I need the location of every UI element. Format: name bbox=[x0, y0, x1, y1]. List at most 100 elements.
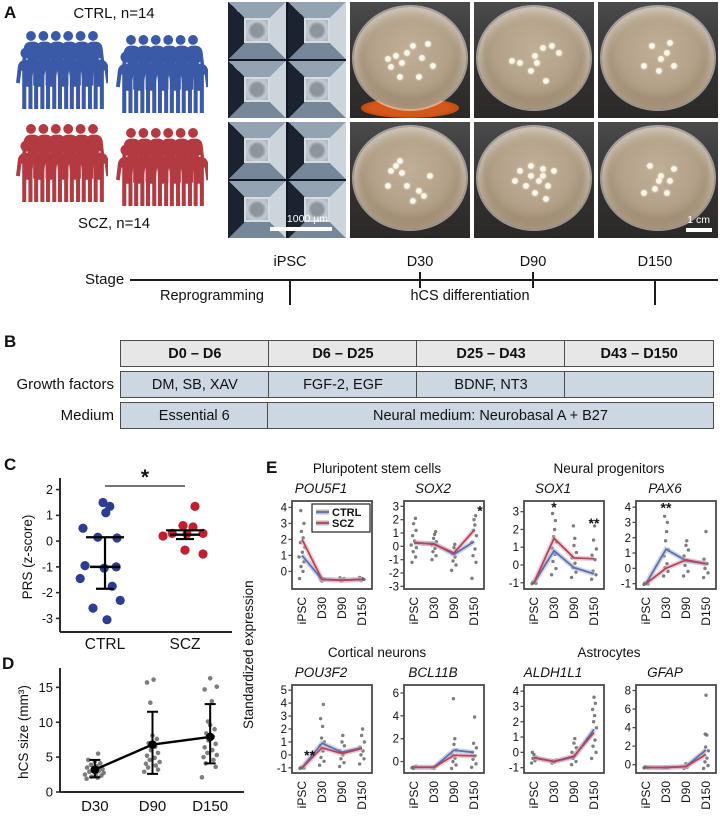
svg-text:*: * bbox=[551, 499, 557, 515]
svg-text:2: 2 bbox=[513, 524, 519, 536]
svg-text:4: 4 bbox=[625, 723, 632, 735]
svg-text:0: 0 bbox=[46, 534, 53, 548]
svg-text:D30: D30 bbox=[427, 597, 441, 619]
timeline-line bbox=[130, 279, 718, 281]
spheroid bbox=[671, 63, 678, 70]
svg-text:5: 5 bbox=[46, 750, 53, 765]
svg-text:0: 0 bbox=[46, 785, 53, 800]
svg-text:D150: D150 bbox=[699, 781, 713, 810]
svg-text:2: 2 bbox=[46, 483, 53, 497]
petri-dish-photo: 1 cm bbox=[598, 122, 718, 238]
svg-text:D30: D30 bbox=[547, 597, 561, 619]
svg-text:2: 2 bbox=[281, 534, 287, 546]
svg-text:SCZ: SCZ bbox=[332, 518, 354, 530]
crowd-icon bbox=[16, 31, 111, 110]
svg-text:0: 0 bbox=[393, 541, 399, 553]
svg-text:**: ** bbox=[661, 500, 672, 516]
spheroid bbox=[641, 63, 648, 70]
petri-dish bbox=[354, 7, 466, 109]
spheroid bbox=[415, 188, 422, 195]
svg-text:2: 2 bbox=[513, 717, 519, 729]
spheroid bbox=[649, 42, 656, 49]
spheroid bbox=[545, 183, 552, 190]
svg-text:CTRL: CTRL bbox=[332, 507, 362, 519]
eplot-svg-GFAP: 0 2 4 6 8 iPSC D30 D90 D150 bbox=[625, 684, 717, 810]
svg-text:-3: -3 bbox=[42, 612, 53, 626]
microwell-well bbox=[288, 122, 346, 179]
col-header-4: D43 – D150 bbox=[564, 340, 715, 367]
spheroid bbox=[511, 177, 518, 184]
svg-text:D150: D150 bbox=[467, 597, 481, 626]
svg-text:1: 1 bbox=[625, 548, 631, 560]
timeline-stage-D90: D90 bbox=[519, 254, 547, 270]
petri-dish bbox=[478, 7, 590, 109]
dish-scale-bar bbox=[686, 228, 712, 232]
table-growth-factors-row: DM, SB, XAV FGF-2, EGF BDNF, NT3 bbox=[120, 371, 715, 398]
petri-dish bbox=[602, 127, 714, 229]
microwell-well bbox=[228, 122, 286, 179]
spheroid bbox=[539, 172, 546, 179]
svg-text:D90: D90 bbox=[679, 597, 693, 619]
scz-crowd-group-1 bbox=[12, 122, 111, 211]
svg-text:0: 0 bbox=[513, 560, 519, 572]
eplot-title-SOX1: SOX1 bbox=[534, 481, 572, 496]
timeline-phase-label: Reprogramming bbox=[160, 288, 264, 304]
spheroid bbox=[393, 162, 400, 169]
dish-scale-bar-label: 1 cm bbox=[687, 213, 710, 226]
svg-text:-1: -1 bbox=[389, 555, 399, 567]
svg-text:iPSC: iPSC bbox=[527, 781, 541, 809]
hcs-size-chart: 0 5 10 15 D30 D90 D150 hCS size (mm³) bbox=[14, 660, 254, 826]
svg-text:3: 3 bbox=[393, 501, 399, 513]
microwell-well bbox=[228, 2, 286, 59]
prs-chart: -3 -2 -1 0 1 2 * CTRL SCZ PRS (z-score) bbox=[20, 462, 238, 659]
spheroid bbox=[421, 193, 428, 200]
svg-text:0: 0 bbox=[625, 760, 631, 772]
svg-text:4: 4 bbox=[281, 502, 288, 514]
timeline-stage-iPSC: iPSC bbox=[273, 254, 307, 270]
svg-text:0: 0 bbox=[625, 563, 631, 575]
svg-text:2: 2 bbox=[625, 533, 631, 545]
svg-text:D150: D150 bbox=[355, 597, 369, 626]
spheroid bbox=[517, 167, 524, 174]
eplot-title-BCL11B: BCL11B bbox=[408, 665, 458, 680]
spheroid bbox=[539, 44, 546, 51]
svg-text:3: 3 bbox=[281, 518, 287, 530]
spheroid bbox=[658, 172, 664, 179]
spheroid bbox=[522, 183, 529, 190]
svg-text:D150: D150 bbox=[192, 798, 228, 815]
svg-text:SCZ: SCZ bbox=[170, 636, 201, 653]
eplot-SOX2: SOX2 -3 -2 -1 0 1 2 3 iPSC D30 D90 D150 * bbox=[378, 480, 488, 646]
growth-factor-cell-1: DM, SB, XAV bbox=[120, 371, 270, 398]
timeline-tick bbox=[289, 279, 291, 305]
svg-text:15: 15 bbox=[39, 680, 53, 695]
growth-factor-cell-3: BDNF, NT3 bbox=[416, 371, 566, 398]
svg-text:1: 1 bbox=[513, 542, 519, 554]
svg-text:**: ** bbox=[589, 515, 600, 531]
spheroid bbox=[385, 183, 392, 190]
svg-text:D30: D30 bbox=[315, 597, 329, 619]
spheroid bbox=[658, 55, 664, 62]
microwell-photo: 1000 µm bbox=[228, 122, 346, 238]
spheroid bbox=[404, 183, 411, 190]
spheroid bbox=[387, 167, 394, 174]
svg-text:-3: -3 bbox=[389, 581, 399, 593]
eplot-SOX1: SOX1 -1 0 1 2 3 iPSC D30 D90 D150 * ** bbox=[498, 480, 608, 646]
svg-text:6: 6 bbox=[625, 704, 631, 716]
svg-text:D150: D150 bbox=[355, 781, 369, 810]
eplot-svg-PAX6: -1 0 1 2 3 4 iPSC D30 D90 D150 ** bbox=[621, 500, 717, 626]
petri-dish-photo bbox=[598, 2, 718, 118]
eplot-PAX6: PAX6 -1 0 1 2 3 4 iPSC D30 D90 D150 ** bbox=[610, 480, 720, 646]
svg-text:10: 10 bbox=[39, 715, 53, 730]
spheroid bbox=[671, 165, 678, 172]
svg-text:D30: D30 bbox=[315, 781, 329, 803]
spheroid bbox=[404, 49, 411, 56]
crowd-icon bbox=[116, 128, 211, 207]
ctrl-crowd-group-2 bbox=[112, 33, 211, 122]
spheroid bbox=[663, 49, 670, 56]
svg-text:2: 2 bbox=[281, 724, 287, 736]
svg-text:3: 3 bbox=[281, 711, 287, 723]
eplot-POU3F2: POU3F2 -1 0 1 2 3 4 5 iPSC D30 D90 D150 ** bbox=[266, 664, 376, 826]
eplot-title-ALDH1L1: ALDH1L1 bbox=[523, 665, 583, 680]
panel-b-label: B bbox=[4, 332, 17, 351]
svg-text:*: * bbox=[141, 466, 150, 489]
